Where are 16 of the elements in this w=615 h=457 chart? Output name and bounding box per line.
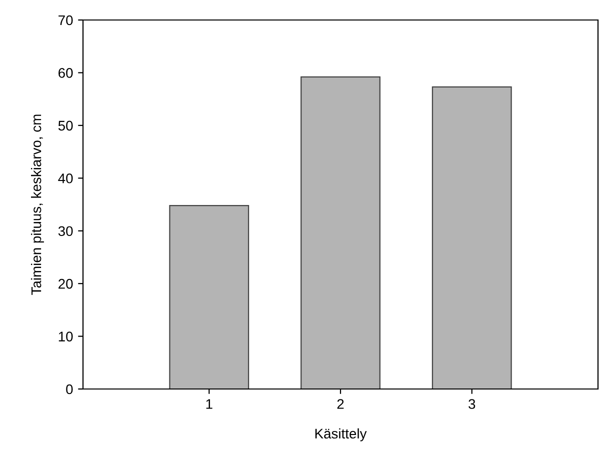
x-tick-label: 2	[337, 399, 344, 409]
y-tick-label: 20	[58, 278, 73, 289]
y-tick-label: 60	[58, 68, 73, 78]
bar	[432, 86, 512, 389]
y-tick-label: 40	[58, 173, 73, 184]
y-tick-label: 50	[58, 120, 73, 131]
y-tick-label: 10	[58, 332, 73, 342]
x-tick-label: 3	[468, 399, 476, 409]
bar	[169, 205, 250, 389]
bar	[300, 76, 380, 389]
y-tick-label: 70	[58, 15, 73, 26]
y-tick-label: 0	[66, 384, 73, 394]
y-tick-label: 30	[58, 226, 73, 236]
y-axis-title: Taimien pituus, keskiarvo, cm	[30, 114, 44, 295]
x-tick-label: 1	[206, 399, 212, 409]
x-axis-title: Käsittely	[315, 428, 367, 442]
